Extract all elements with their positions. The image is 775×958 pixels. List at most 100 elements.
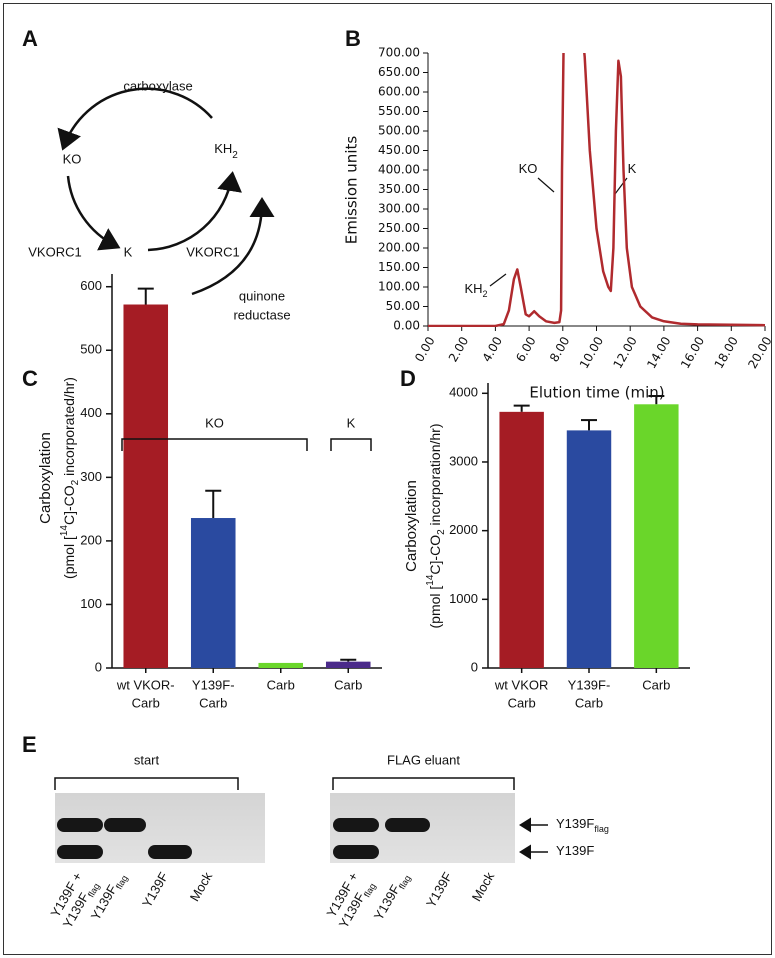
lane-label-sub: flag bbox=[114, 874, 130, 892]
lane-label-text: Y139F bbox=[139, 870, 171, 911]
bar bbox=[634, 404, 679, 668]
label: VKORC1 bbox=[28, 244, 81, 259]
y-axis-label: Emission units bbox=[343, 136, 361, 245]
band-label-text: Y139F bbox=[556, 843, 594, 858]
x-tick-label: 18.00 bbox=[712, 334, 741, 371]
annotation: K bbox=[628, 161, 637, 176]
x-tick-label: 20.00 bbox=[745, 334, 774, 371]
label: reductase bbox=[233, 307, 290, 322]
y-axis-label: Carboxylation bbox=[403, 480, 420, 572]
y-tick-label: 500.00 bbox=[378, 124, 420, 138]
y-axis-label-part: (pmol [ bbox=[61, 536, 77, 579]
gel-band bbox=[385, 818, 430, 832]
y-tick-label: 650.00 bbox=[378, 65, 420, 79]
panel-letter: E bbox=[22, 732, 37, 757]
y-tick-label: 300 bbox=[80, 469, 102, 484]
y-axis-label-part: 2 bbox=[436, 529, 447, 535]
arrow bbox=[66, 175, 121, 251]
y-axis-label: (pmol [14C]-CO2 incorporation/hr) bbox=[425, 424, 447, 629]
figure-border bbox=[3, 3, 772, 955]
y-axis-label-part: C]-CO bbox=[427, 535, 443, 575]
x-tick-label: Y139F- bbox=[568, 677, 611, 692]
y-tick-label: 4000 bbox=[449, 385, 478, 400]
y-tick-label: 250.00 bbox=[378, 221, 420, 235]
x-tick-label: 0.00 bbox=[412, 334, 437, 364]
group-label: FLAG eluant bbox=[387, 752, 460, 767]
y-tick-label: 350.00 bbox=[378, 182, 420, 196]
lane-label: Y139F bbox=[139, 870, 171, 911]
label: K bbox=[124, 244, 133, 259]
label: KO bbox=[63, 151, 82, 166]
x-tick-label: Carb bbox=[642, 677, 670, 692]
panel-letter: A bbox=[22, 26, 38, 51]
y-tick-label: 100 bbox=[80, 596, 102, 611]
annotation: KH2 bbox=[464, 281, 487, 299]
leaders bbox=[489, 177, 628, 287]
x-tick-label: Carb bbox=[267, 677, 295, 692]
panel-letter: B bbox=[345, 26, 361, 51]
y-axis-label-part: incorporated/hr) bbox=[61, 377, 77, 480]
panel-letter: C bbox=[22, 366, 38, 391]
bracket bbox=[332, 777, 515, 790]
annotation-sub: 2 bbox=[483, 289, 488, 299]
x-tick-label: 10.00 bbox=[577, 334, 606, 371]
y-tick-label: 200 bbox=[80, 532, 102, 547]
panel-letter: D bbox=[400, 366, 416, 391]
bracket-label: KO bbox=[205, 415, 224, 430]
label: quinone bbox=[239, 288, 285, 303]
x-tick-label: wt VKOR bbox=[494, 677, 548, 692]
y-tick-label: 50.00 bbox=[386, 299, 420, 313]
gel-band bbox=[333, 818, 379, 832]
x-tick-label: 14.00 bbox=[644, 334, 673, 371]
arrow bbox=[147, 171, 242, 252]
band-label: Y139F bbox=[556, 843, 594, 858]
y-axis-label: Carboxylation bbox=[37, 432, 54, 524]
bracket bbox=[330, 438, 372, 451]
gel-band bbox=[57, 818, 103, 832]
gel-band bbox=[104, 818, 146, 832]
x-tick-label: Carb bbox=[334, 677, 362, 692]
bar bbox=[123, 304, 169, 668]
lane-label: Y139F bbox=[423, 870, 455, 911]
band-label-text: Y139F bbox=[556, 816, 594, 831]
y-tick-label: 450.00 bbox=[378, 143, 420, 157]
bracket bbox=[54, 777, 239, 790]
y-tick-label: 500 bbox=[80, 342, 102, 357]
y-tick-label: 0.00 bbox=[393, 319, 420, 333]
label: KH2 bbox=[214, 141, 238, 161]
y-tick-label: 3000 bbox=[449, 453, 478, 468]
x-tick-label: 12.00 bbox=[611, 334, 640, 371]
y-axis-label: (pmol [14C]-CO2 incorporated/hr) bbox=[59, 377, 81, 579]
x-tick-label: 4.00 bbox=[480, 334, 505, 364]
arrow bbox=[191, 197, 275, 296]
x-tick-label: 16.00 bbox=[678, 334, 707, 371]
annotation-text: K bbox=[628, 161, 637, 176]
y-axis-label-part: 2 bbox=[70, 479, 81, 485]
y-axis-label-part: 14 bbox=[59, 525, 70, 537]
annotation-text: KH bbox=[464, 281, 482, 296]
y-tick-label: 400.00 bbox=[378, 163, 420, 177]
annotation: KO bbox=[519, 161, 538, 176]
group-label: start bbox=[134, 752, 160, 767]
y-axis-label-part: incorporation/hr) bbox=[427, 424, 443, 530]
x-tick-label: Carb bbox=[132, 695, 160, 710]
lane-label: Mock bbox=[469, 869, 498, 904]
gel-band bbox=[57, 845, 103, 859]
y-axis-label-part: (pmol [ bbox=[427, 586, 443, 629]
label: carboxylase bbox=[123, 78, 192, 93]
x-axis-label: Elution time (min) bbox=[529, 384, 664, 402]
x-tick-label: 2.00 bbox=[446, 334, 471, 364]
x-tick-label: 6.00 bbox=[513, 334, 538, 364]
lane-label-text: Y139F bbox=[423, 870, 455, 911]
x-tick-label: Carb bbox=[508, 695, 536, 710]
y-tick-label: 200.00 bbox=[378, 241, 420, 255]
x-tick-label: Carb bbox=[575, 695, 603, 710]
bar bbox=[499, 411, 544, 668]
y-tick-label: 600.00 bbox=[378, 85, 420, 99]
label: VKORC1 bbox=[186, 244, 239, 259]
bar bbox=[258, 662, 304, 668]
y-tick-label: 550.00 bbox=[378, 104, 420, 118]
bar bbox=[566, 430, 612, 668]
y-tick-label: 0 bbox=[471, 659, 478, 674]
y-tick-label: 0 bbox=[95, 659, 102, 674]
